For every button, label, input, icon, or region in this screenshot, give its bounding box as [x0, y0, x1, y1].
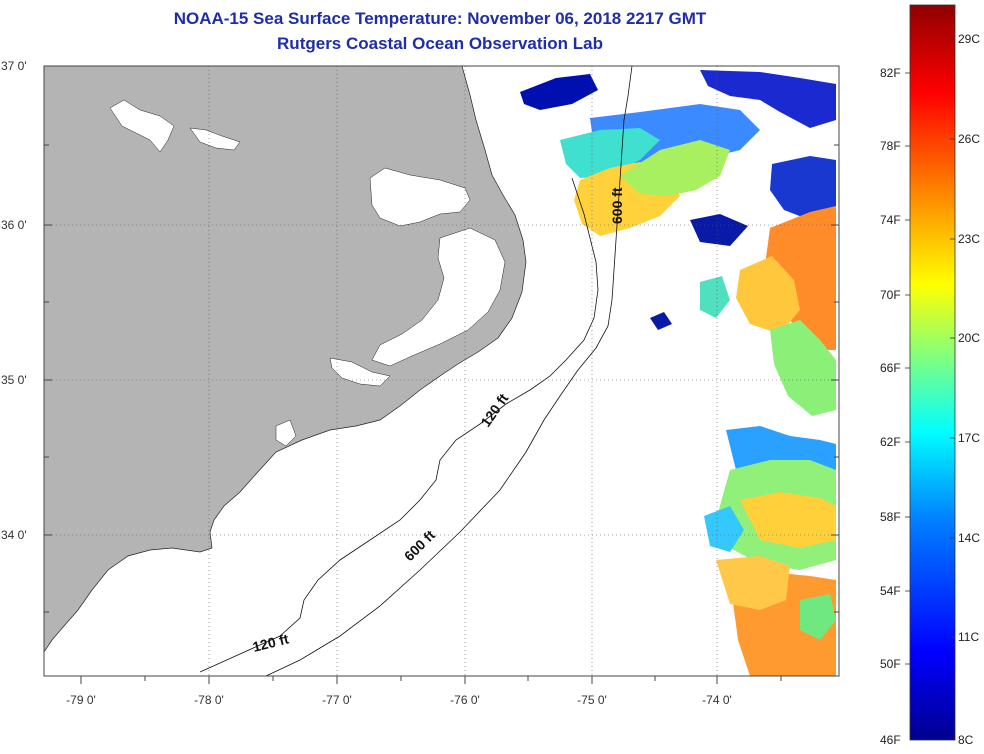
map-subtitle: Rutgers Coastal Ocean Observation Lab — [277, 34, 603, 53]
lon-label-75: -75 0' — [577, 693, 607, 707]
cb-c-23: 23C — [958, 232, 980, 246]
cb-f-78: 78F — [880, 139, 901, 153]
cb-f-74: 74F — [880, 213, 901, 227]
cb-c-20: 20C — [958, 331, 980, 345]
cb-c-26: 26C — [958, 132, 980, 146]
cb-f-62: 62F — [880, 435, 901, 449]
lat-label-35: 35 0' — [1, 373, 27, 387]
lon-label-74: -74 0' — [702, 693, 732, 707]
contour-600ft — [265, 66, 633, 676]
cb-f-58: 58F — [880, 510, 901, 524]
cb-c-11: 11C — [958, 630, 979, 644]
cb-f-50: 50F — [880, 657, 901, 671]
cb-c-29: 29C — [958, 32, 980, 46]
cb-f-54: 54F — [880, 584, 901, 598]
lake-waccamaw — [275, 419, 297, 447]
cb-c-8: 8C — [958, 733, 974, 747]
contour-120ft — [199, 177, 599, 673]
graticule — [44, 66, 839, 676]
cb-f-82: 82F — [880, 66, 901, 80]
map-title: NOAA-15 Sea Surface Temperature: Novembe… — [173, 9, 707, 28]
pamlico-sound — [371, 227, 506, 367]
cb-f-70: 70F — [880, 288, 901, 302]
axis-ticks — [44, 65, 839, 684]
lat-label-34: 34 0' — [1, 528, 27, 542]
lon-label-79: -79 0' — [66, 693, 96, 707]
map-frame — [43, 65, 840, 677]
neuse-river — [329, 357, 391, 387]
cb-f-46: 46F — [880, 733, 901, 747]
lon-label-77: -77 0' — [322, 693, 352, 707]
contour-label-600-north: 600 ft — [609, 187, 625, 224]
inland-lake — [189, 127, 241, 151]
lon-label-76: -76 0' — [450, 693, 480, 707]
lake-mattamuskeet — [109, 99, 175, 153]
lon-label-78: -78 0' — [194, 693, 224, 707]
cb-f-66: 66F — [880, 361, 901, 375]
cb-c-17: 17C — [958, 431, 980, 445]
colorbar — [909, 4, 956, 741]
sst-imagery — [520, 70, 836, 676]
lat-label-36: 36 0' — [1, 218, 27, 232]
colorbar-ticks — [905, 38, 955, 665]
cb-c-14: 14C — [958, 531, 980, 545]
lat-label-37: 37 0' — [1, 59, 27, 73]
albemarle-sound — [369, 167, 471, 227]
